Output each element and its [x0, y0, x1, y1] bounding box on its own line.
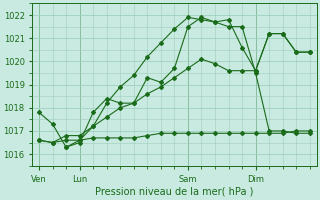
X-axis label: Pression niveau de la mer( hPa ): Pression niveau de la mer( hPa )	[95, 187, 253, 197]
